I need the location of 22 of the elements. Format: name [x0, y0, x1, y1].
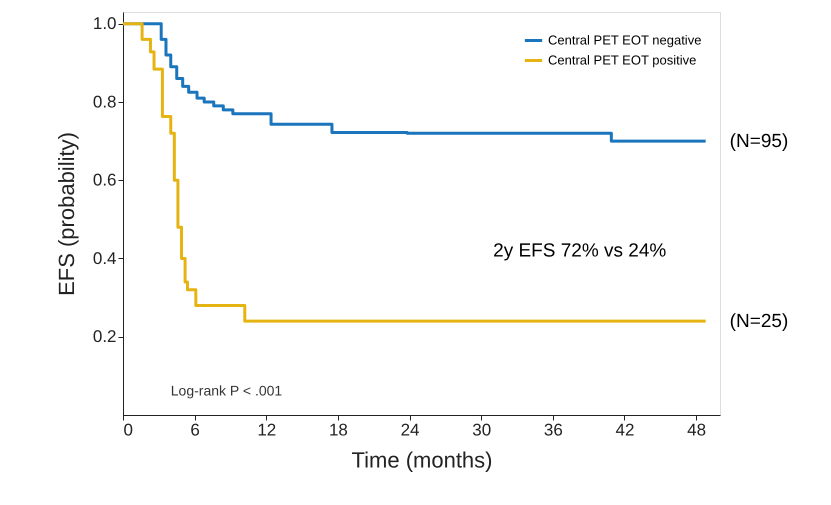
- x-axis-title: Time (months): [352, 448, 492, 472]
- x-tick-label: 36: [544, 420, 563, 440]
- annotation: (N=25): [730, 311, 788, 332]
- x-tick-label: 18: [328, 420, 348, 440]
- annotation: Log-rank P < .001: [170, 382, 282, 399]
- x-tick-label: 48: [687, 420, 706, 440]
- annotation: (N=95): [730, 131, 788, 152]
- y-tick-label: 0.4: [92, 248, 116, 268]
- y-tick-label: 0.8: [92, 92, 116, 112]
- x-tick-label: 6: [190, 420, 200, 440]
- y-tick-label: 1.0: [92, 14, 116, 34]
- y-axis-title: EFS (probability): [54, 132, 79, 296]
- legend-label: Central PET EOT positive: [548, 52, 696, 68]
- x-tick-label: 30: [472, 420, 492, 440]
- x-tick-label: 24: [400, 420, 420, 440]
- x-tick-label: 12: [257, 420, 276, 440]
- annotation: 2y EFS 72% vs 24%: [493, 240, 666, 262]
- x-tick-label: 0: [124, 420, 133, 440]
- legend-label: Central PET EOT negative: [548, 32, 702, 48]
- y-tick-label: 0.2: [92, 327, 116, 346]
- x-tick-label: 42: [616, 420, 634, 440]
- y-tick-label: 0.6: [92, 170, 116, 190]
